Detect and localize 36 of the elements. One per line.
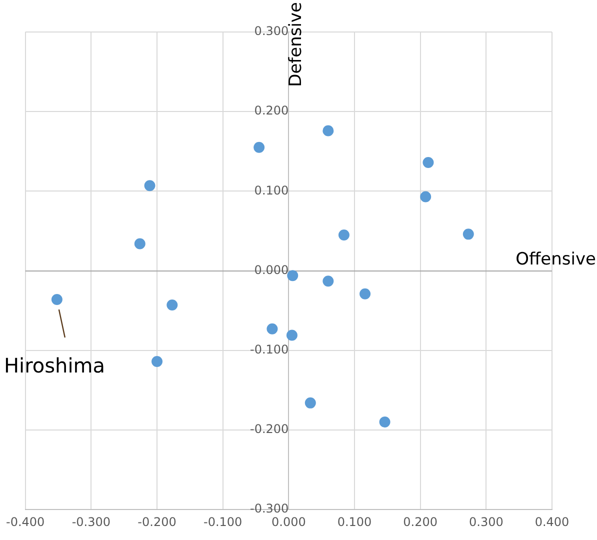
point: [420, 191, 432, 202]
y-tick-label: -0.300: [250, 502, 289, 516]
x-tick-label: 0.000: [271, 514, 306, 529]
point: [462, 228, 474, 240]
x-tick-label: 0.200: [403, 514, 438, 529]
x-tick-label: -0.300: [72, 514, 111, 529]
point: [51, 294, 62, 305]
point: [422, 157, 434, 168]
point: [304, 397, 316, 408]
point: [144, 180, 156, 192]
x-tick-label: 0.300: [468, 514, 504, 529]
x-tick-label: 0.400: [534, 514, 570, 529]
point: [338, 229, 350, 240]
x-tick-label: -0.400: [6, 514, 45, 529]
y-tick-label: 0.200: [254, 104, 289, 118]
x-tick-label: 0.100: [337, 514, 372, 529]
point: [166, 300, 178, 311]
y-tick-label: 0.000: [254, 262, 289, 277]
point: [360, 288, 371, 300]
point: [254, 142, 265, 153]
point: [152, 356, 163, 368]
point: [322, 276, 334, 287]
point: [266, 323, 278, 334]
annotation: Hiroshima: [4, 354, 106, 378]
point: [379, 416, 390, 428]
point: [322, 125, 334, 136]
y-tick-label: 0.100: [254, 183, 289, 198]
y-tick-label: -0.200: [250, 422, 289, 436]
x-axis-title: Offensive: [516, 250, 596, 270]
point: [134, 238, 146, 250]
point: [286, 330, 298, 341]
point: [287, 270, 298, 282]
x-tick-label: -0.100: [203, 514, 242, 529]
x-tick-label: -0.200: [138, 514, 176, 529]
y-tick-label: 0.300: [254, 24, 289, 38]
y-tick-label: -0.100: [250, 342, 289, 357]
